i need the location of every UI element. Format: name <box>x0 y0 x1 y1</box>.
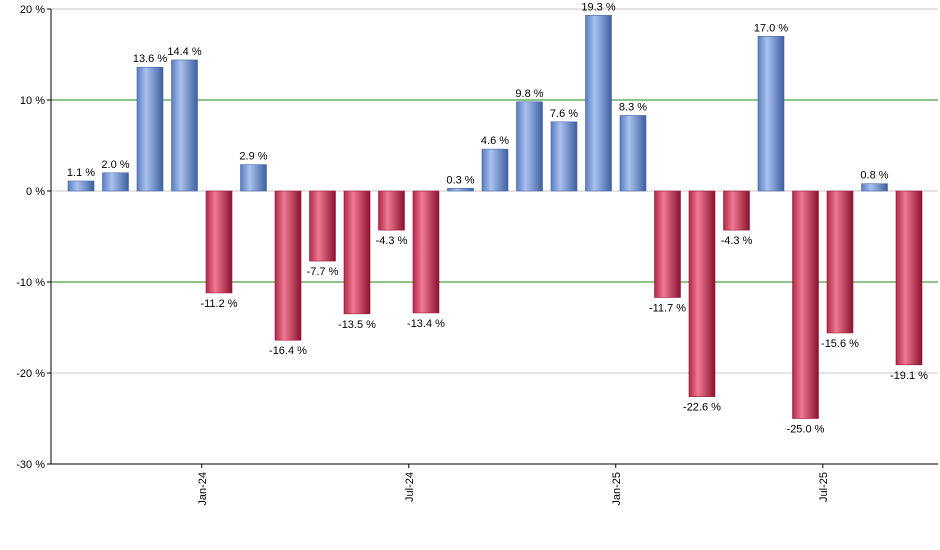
data-label: -19.1 % <box>890 370 928 382</box>
bar <box>309 190 336 262</box>
bar <box>757 35 785 192</box>
bar <box>688 190 716 397</box>
data-label: -11.7 % <box>649 302 686 314</box>
data-label: 4.6 % <box>481 135 509 147</box>
y-tick-label: 20 % <box>20 4 45 16</box>
x-tick-label: Jan-24 <box>197 472 209 506</box>
y-tick-label: 10 % <box>20 95 45 107</box>
bar <box>102 172 129 192</box>
bar <box>171 59 198 192</box>
axes: 20 % 10 % 0 % -10 % -20 % -30 % Jan-24 Jul-24 Ja… <box>16 4 938 506</box>
data-label: 17.0 % <box>754 22 788 34</box>
data-label: 0.8 % <box>860 170 888 182</box>
y-tick-label: -30 % <box>16 459 45 471</box>
bar <box>516 101 543 192</box>
data-label: -4.3 % <box>376 235 408 247</box>
bar <box>861 183 888 192</box>
data-label: -22.6 % <box>683 402 721 414</box>
data-label: -11.2 % <box>200 298 237 310</box>
bar <box>826 190 854 334</box>
bar <box>585 15 612 192</box>
y-tick-label: -20 % <box>16 368 45 380</box>
data-label: -7.7 % <box>307 266 339 278</box>
bar <box>654 190 681 298</box>
data-label: 2.9 % <box>239 151 267 163</box>
bar <box>550 121 578 192</box>
bar <box>274 190 302 341</box>
data-label: 7.6 % <box>550 108 578 120</box>
bar <box>447 187 474 192</box>
data-label: -16.4 % <box>269 345 307 357</box>
data-label: -15.6 % <box>821 338 859 350</box>
bar <box>67 180 95 192</box>
data-label: 14.4 % <box>167 46 201 58</box>
data-label: -13.4 % <box>407 318 445 330</box>
bar <box>136 66 164 192</box>
data-label: 0.3 % <box>446 174 474 186</box>
data-label: 13.6 % <box>133 53 167 65</box>
bar <box>792 190 819 419</box>
bar <box>205 190 233 294</box>
y-tick-label: 0 % <box>26 186 45 198</box>
x-tick-label: Jul-24 <box>404 472 416 502</box>
y-tick-label: -10 % <box>16 277 45 289</box>
bar <box>378 190 405 231</box>
data-label: 8.3 % <box>619 101 647 113</box>
data-label: 1.1 % <box>67 167 95 179</box>
bar <box>723 190 750 231</box>
bar <box>412 190 440 314</box>
x-tick-label: Jul-25 <box>818 472 830 502</box>
bar <box>481 148 509 192</box>
x-tick-label: Jan-25 <box>611 472 623 506</box>
data-label: 19.3 % <box>581 1 615 13</box>
bars <box>67 15 923 419</box>
bar <box>343 190 371 315</box>
data-label: -13.5 % <box>338 319 376 331</box>
data-label: -25.0 % <box>787 424 825 436</box>
bar <box>895 190 923 366</box>
bar <box>619 115 647 192</box>
data-label: 2.0 % <box>101 159 129 171</box>
bar <box>240 164 267 192</box>
data-labels: 1.1 % 2.0 % 13.6 %14.4 % -11.2 % 2.9 % -16.4 … <box>67 1 928 435</box>
data-label: -4.3 % <box>721 235 753 247</box>
data-label: 9.8 % <box>515 88 543 100</box>
